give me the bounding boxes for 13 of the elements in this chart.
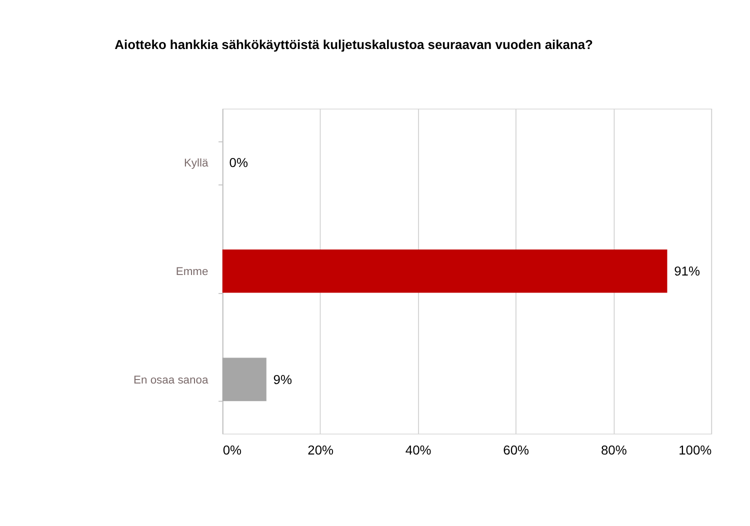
x-tick-label: 0%: [222, 442, 242, 458]
x-tick-label: 100%: [678, 442, 712, 458]
y-tick-label: Kyllä: [184, 158, 209, 170]
x-tick-label: 20%: [308, 442, 334, 458]
x-tick-label: 40%: [405, 442, 432, 458]
data-label: 91%: [674, 263, 700, 278]
data-label: 9%: [273, 372, 292, 387]
chart-title: Aiotteko hankkia sähkökäyttöistä kuljetuskalustoa seuraavan vuoden aikana?: [114, 37, 594, 52]
x-tick-label: 80%: [600, 442, 628, 458]
x-tick-label: 60%: [503, 442, 530, 458]
data-label: 0%: [229, 155, 248, 170]
y-tick-label: En osaa sanoa: [134, 374, 209, 386]
y-tick-label: Emme: [176, 266, 208, 278]
